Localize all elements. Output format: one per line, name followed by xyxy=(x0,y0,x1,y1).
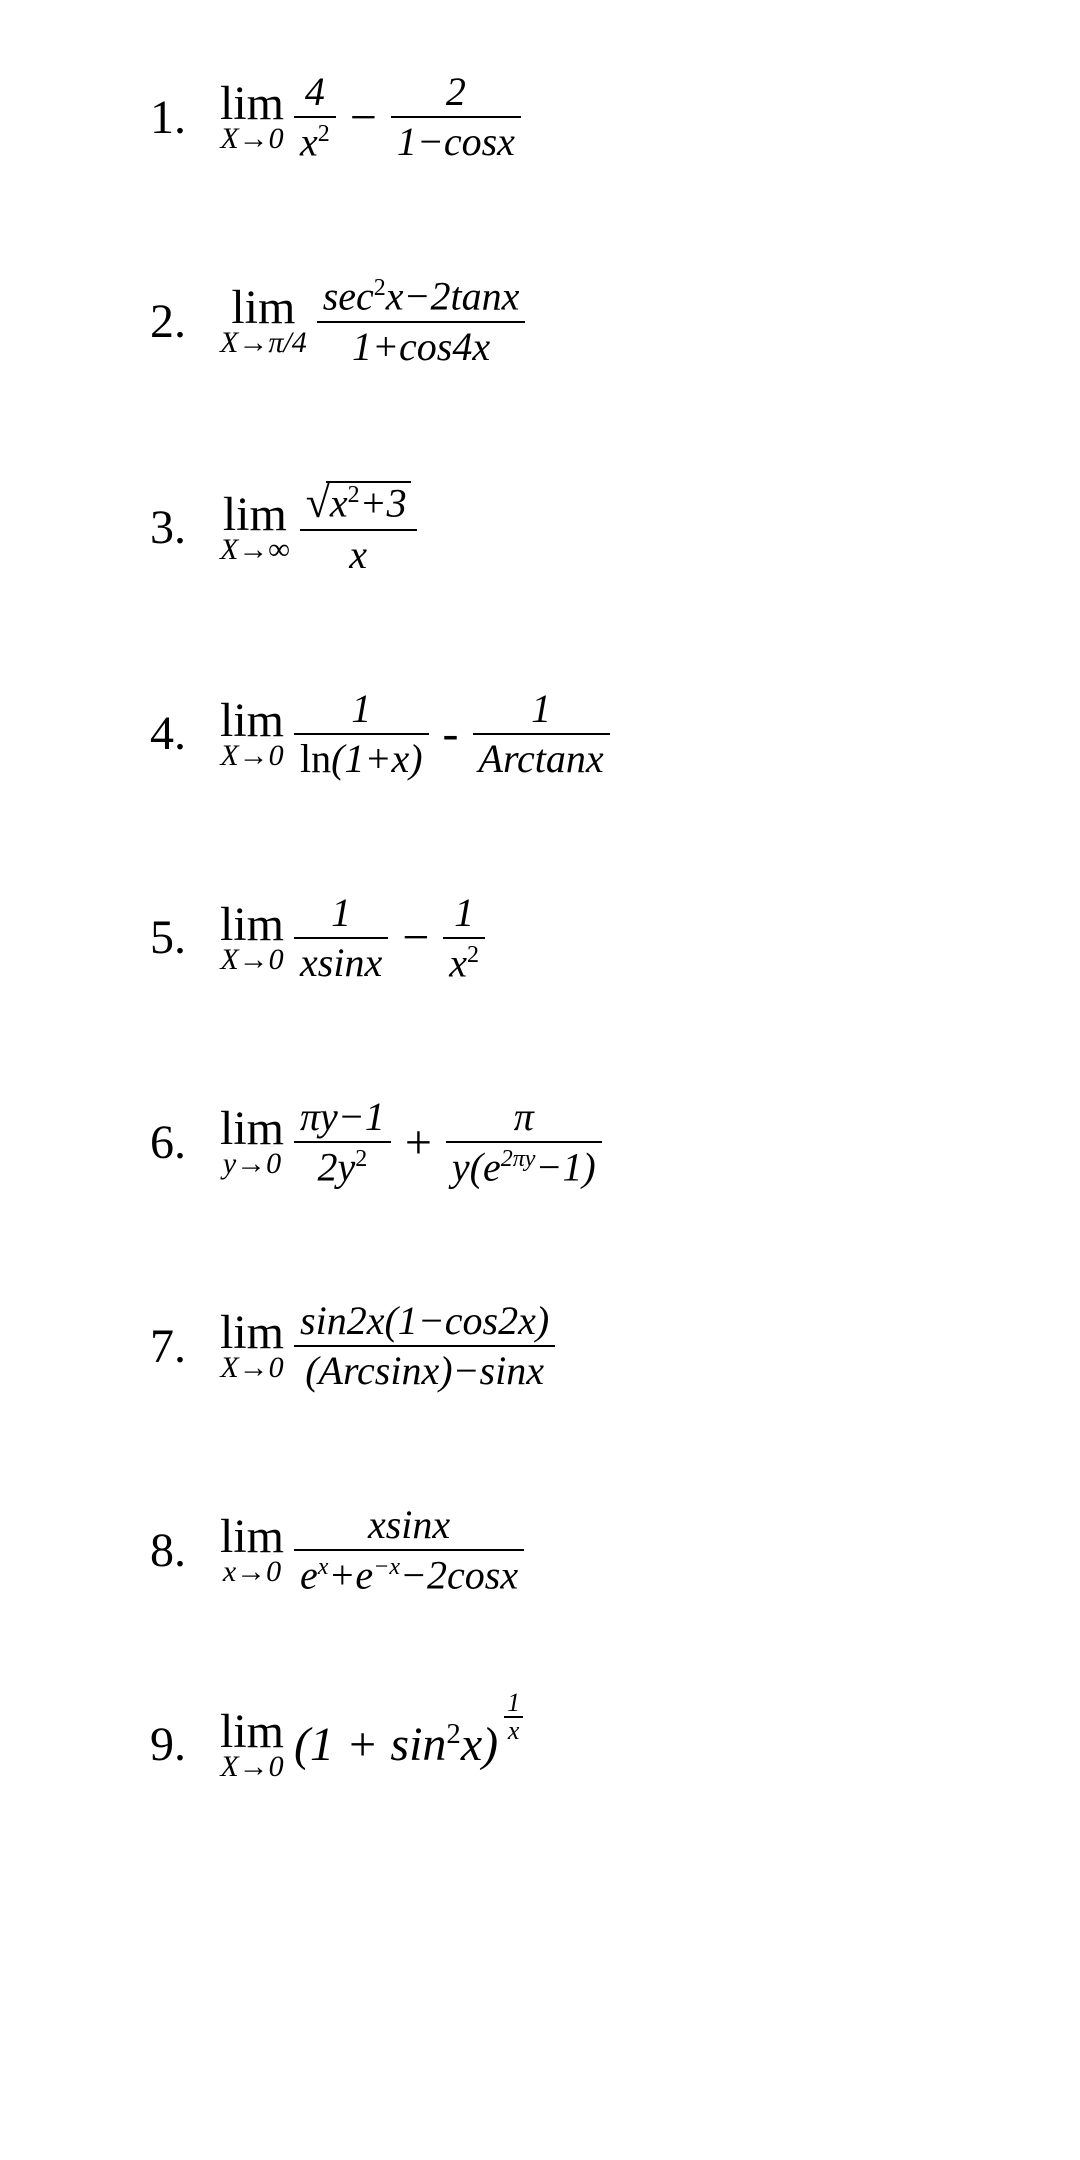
expression: lim X→∞ √ x2+3 x xyxy=(220,479,417,577)
expression: lim X→π/4 sec2x−2tanx 1+cos4x xyxy=(220,274,525,368)
problem-8: 8. lim x→0 xsinx ex+e−x−2cosx xyxy=(150,1503,950,1597)
problem-list: 1. lim X→0 4 x2 − 2 1−cosx xyxy=(150,70,950,1782)
expression: lim y→0 πy−1 2y2 + π y(e2πy−1) xyxy=(220,1095,602,1189)
fraction-1: 4 x2 xyxy=(294,70,336,164)
expression: lim X→0 1 lnln(1+x)(1+x) - 1 Arctanx xyxy=(220,687,610,781)
expression: lim X→0 1 xsinx − 1 x2 xyxy=(220,891,485,985)
problem-1: 1. lim X→0 4 x2 − 2 1−cosx xyxy=(150,70,950,164)
problem-number: 4. xyxy=(150,706,220,761)
problem-number: 5. xyxy=(150,910,220,965)
problem-9: 9. lim X→0 (1 + sin2x) 1 x xyxy=(150,1708,950,1782)
problem-4: 4. lim X→0 1 lnln(1+x)(1+x) - 1 Arctanx xyxy=(150,687,950,781)
limit-symbol: lim X→0 xyxy=(220,1309,284,1383)
minus-op: - xyxy=(433,706,469,761)
limit-symbol: lim X→0 xyxy=(220,1708,284,1782)
exponent-fraction: 1 x xyxy=(504,1690,523,1744)
fraction-1: πy−1 2y2 xyxy=(294,1095,391,1189)
problem-6: 6. lim y→0 πy−1 2y2 + π y(e2πy−1) xyxy=(150,1095,950,1189)
problem-number: 3. xyxy=(150,500,220,555)
limit-symbol: lim x→0 xyxy=(220,1513,284,1587)
fraction-2: π y(e2πy−1) xyxy=(446,1095,602,1189)
math-page: 1. lim X→0 4 x2 − 2 1−cosx xyxy=(0,0,1080,2160)
minus-op: − xyxy=(340,90,387,145)
problem-7: 7. lim X→0 sin2x(1−cos2x) (Arcsinx)−sinx xyxy=(150,1299,950,1393)
fraction-2: 2 1−cosx xyxy=(391,70,521,164)
fraction-1: 1 lnln(1+x)(1+x) xyxy=(294,687,429,781)
limit-symbol: lim X→π/4 xyxy=(220,284,307,358)
fraction-2: 1 Arctanx xyxy=(473,687,610,781)
problem-number: 9. xyxy=(150,1717,220,1772)
expression: lim X→0 4 x2 − 2 1−cosx xyxy=(220,70,521,164)
fraction-2: 1 x2 xyxy=(443,891,485,985)
fraction: √ x2+3 x xyxy=(300,479,417,577)
problem-number: 1. xyxy=(150,90,220,145)
expression: lim X→0 (1 + sin2x) 1 x xyxy=(220,1708,523,1782)
problem-2: 2. lim X→π/4 sec2x−2tanx 1+cos4x xyxy=(150,274,950,368)
limit-symbol: lim X→0 xyxy=(220,901,284,975)
minus-op: − xyxy=(392,910,439,965)
expression: lim x→0 xsinx ex+e−x−2cosx xyxy=(220,1503,524,1597)
problem-number: 8. xyxy=(150,1523,220,1578)
fraction: sec2x−2tanx 1+cos4x xyxy=(317,274,526,368)
fraction: sin2x(1−cos2x) (Arcsinx)−sinx xyxy=(294,1299,555,1393)
limit-symbol: lim X→∞ xyxy=(220,491,290,565)
plus-op: + xyxy=(395,1115,442,1170)
fraction-1: 1 xsinx xyxy=(294,891,388,985)
limit-symbol: lim X→0 xyxy=(220,80,284,154)
fraction: xsinx ex+e−x−2cosx xyxy=(294,1503,524,1597)
expression: lim X→0 sin2x(1−cos2x) (Arcsinx)−sinx xyxy=(220,1299,555,1393)
problem-number: 7. xyxy=(150,1319,220,1374)
limit-symbol: lim X→0 xyxy=(220,697,284,771)
problem-number: 6. xyxy=(150,1115,220,1170)
problem-3: 3. lim X→∞ √ x2+3 x xyxy=(150,479,950,577)
limit-symbol: lim y→0 xyxy=(220,1105,284,1179)
sqrt: √ x2+3 xyxy=(306,481,411,525)
problem-number: 2. xyxy=(150,294,220,349)
problem-5: 5. lim X→0 1 xsinx − 1 x2 xyxy=(150,891,950,985)
base: (1 + sin2x) xyxy=(294,1717,498,1772)
